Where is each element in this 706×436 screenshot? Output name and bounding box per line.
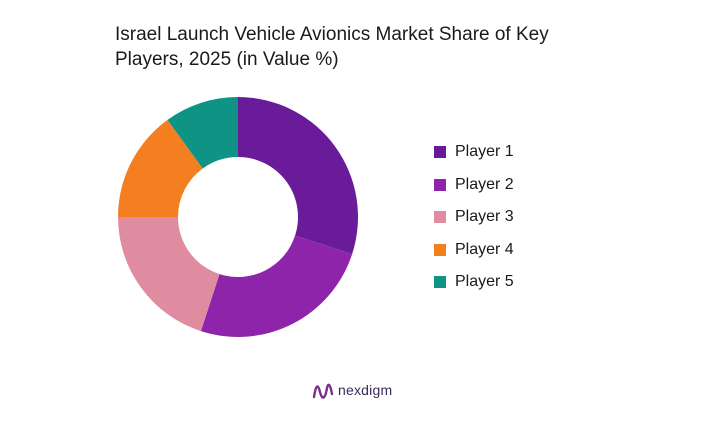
legend-item: Player 3 xyxy=(434,206,634,228)
legend-item: Player 1 xyxy=(434,141,634,163)
nexdigm-logo-icon xyxy=(312,383,334,399)
legend-swatch xyxy=(434,276,446,288)
legend-label: Player 1 xyxy=(455,143,514,160)
legend-label: Player 3 xyxy=(455,208,514,225)
legend-item: Player 4 xyxy=(434,239,634,261)
donut-slice-3 xyxy=(118,217,220,332)
legend-swatch xyxy=(434,146,446,158)
brand-name: nexdigm xyxy=(338,382,393,398)
legend-swatch xyxy=(434,243,446,256)
chart-title: Israel Launch Vehicle Avionics Market Sh… xyxy=(115,24,549,70)
legend-label: Player 4 xyxy=(455,240,514,258)
donut-slice-1 xyxy=(238,97,358,255)
chart-legend: Player 1 Player 2 Player 3 Player 4 Player 5 xyxy=(434,141,634,304)
legend-item: Player 5 xyxy=(434,271,634,293)
legend-label: Player 2 xyxy=(455,175,514,193)
donut-slice-2 xyxy=(200,235,353,337)
donut-slices xyxy=(118,97,358,337)
legend-swatch xyxy=(434,178,446,191)
donut-slice-5 xyxy=(167,97,238,169)
legend-swatch xyxy=(434,211,446,223)
brand-logo: nexdigm xyxy=(312,380,392,400)
donut-slice-4 xyxy=(118,119,203,217)
legend-label: Player 5 xyxy=(455,273,514,290)
legend-item: Player 2 xyxy=(434,174,634,196)
